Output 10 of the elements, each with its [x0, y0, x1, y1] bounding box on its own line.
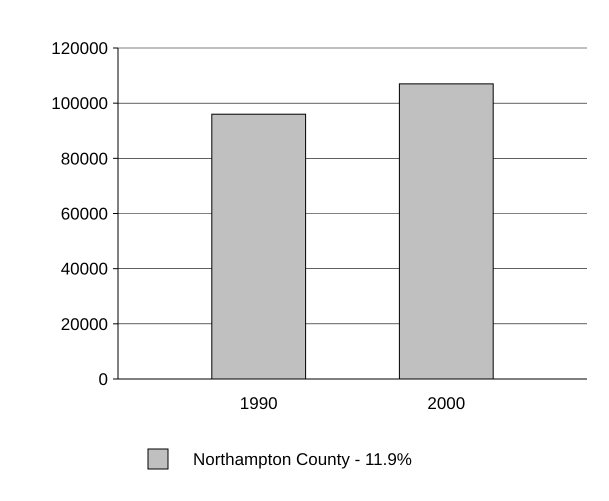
y-tick-label: 20000	[60, 314, 108, 334]
y-tick-label: 100000	[51, 94, 108, 114]
x-tick-label: 2000	[427, 394, 466, 413]
y-tick-label: 60000	[60, 204, 108, 224]
y-tick-label: 80000	[60, 149, 108, 168]
y-tick-label: 120000	[51, 38, 108, 58]
y-tick-label: 0	[98, 370, 108, 389]
y-tick-label: 40000	[60, 260, 108, 279]
legend-label: Northampton County - 11.9%	[193, 450, 412, 469]
x-tick-label: 1990	[240, 394, 278, 413]
